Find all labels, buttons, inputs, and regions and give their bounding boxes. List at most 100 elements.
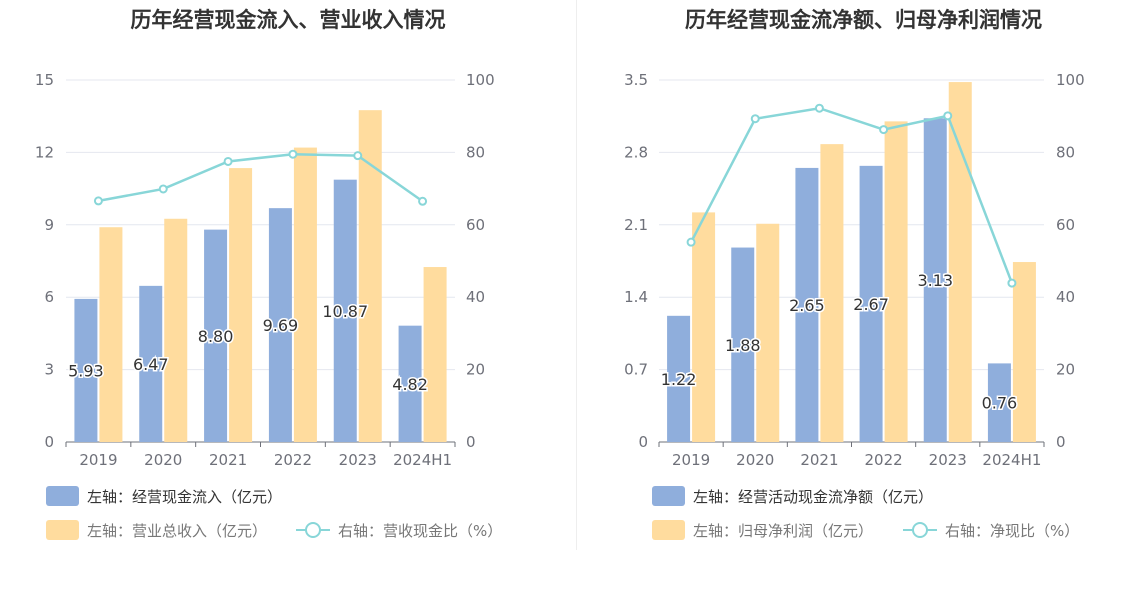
ratio-point <box>288 149 298 159</box>
bar-primary <box>398 325 422 442</box>
chart-title-left: 历年经营现金流入、营业收入情况 <box>130 8 446 32</box>
bar-secondary <box>358 110 382 443</box>
bar-primary <box>139 285 163 442</box>
bar-primary <box>333 179 357 443</box>
bar-secondary <box>948 82 972 442</box>
ratio-point <box>750 114 760 124</box>
bar-data-label: 2.65 <box>789 296 825 315</box>
left-axis-tick-label: 2.1 <box>624 216 648 234</box>
bar-secondary <box>99 227 123 442</box>
left-axis-tick-label: 0 <box>44 433 54 451</box>
right-axis-tick-label: 100 <box>1056 71 1085 89</box>
x-axis-tick-label: 2024H1 <box>982 451 1041 469</box>
legend-label-secondary: 左轴：营业总收入（亿元） <box>87 522 267 540</box>
left-axis-tick-label: 9 <box>44 216 54 234</box>
right-axis-tick-label: 40 <box>1056 288 1075 306</box>
x-axis-tick-label: 2021 <box>800 451 838 469</box>
left-axis-tick-label: 3 <box>44 361 54 379</box>
x-axis-tick-label: 2022 <box>274 451 312 469</box>
right-axis-tick-label: 60 <box>466 216 485 234</box>
bar-primary <box>859 165 883 443</box>
x-axis-tick-label: 2019 <box>79 451 117 469</box>
ratio-point <box>353 151 363 161</box>
right-axis-tick-label: 20 <box>1056 361 1075 379</box>
right-axis-tick-label: 20 <box>466 361 485 379</box>
bar-primary <box>74 298 98 442</box>
bar-primary <box>268 208 292 442</box>
left-axis-tick-label: 1.4 <box>624 288 648 306</box>
ratio-point <box>418 196 428 206</box>
x-axis-tick-label: 2020 <box>736 451 774 469</box>
bar-primary <box>795 167 819 442</box>
left-axis-tick-label: 3.5 <box>624 71 648 89</box>
right-axis-tick-label: 80 <box>466 143 485 161</box>
ratio-point <box>686 237 696 247</box>
bar-primary <box>204 229 228 442</box>
bar-primary <box>731 247 755 442</box>
bar-primary <box>987 363 1011 442</box>
bar-secondary <box>1012 262 1036 442</box>
legend-line-icon-marker <box>305 522 321 538</box>
bar-data-label: 8.80 <box>198 327 234 346</box>
x-axis-tick-label: 2023 <box>339 451 377 469</box>
ratio-line <box>98 152 424 203</box>
legend-label-line: 右轴：营收现金比（%） <box>338 522 502 540</box>
right-axis-tick-label: 0 <box>1056 433 1066 451</box>
bar-secondary <box>820 144 844 442</box>
legend-swatch-secondary <box>46 520 79 540</box>
left-axis-tick-label: 0.7 <box>624 361 648 379</box>
ratio-point <box>223 156 233 166</box>
x-axis-tick-label: 2021 <box>209 451 247 469</box>
left-axis-tick-label: 15 <box>35 71 54 89</box>
bar-data-label: 10.87 <box>322 302 368 321</box>
bar-primary <box>667 315 691 442</box>
x-axis-tick-label: 2020 <box>144 451 182 469</box>
chart-title-right: 历年经营现金流净额、归母净利润情况 <box>685 8 1042 32</box>
legend-label-primary: 左轴：经营现金流入（亿元） <box>87 488 282 506</box>
bar-data-label: 5.93 <box>68 361 104 380</box>
bar-data-label: 0.76 <box>982 394 1018 413</box>
ratio-point <box>93 196 103 206</box>
bar-secondary <box>423 267 447 442</box>
ratio-point <box>943 111 953 121</box>
ratio-point <box>158 184 168 194</box>
bar-data-label: 1.88 <box>725 336 761 355</box>
bar-data-label: 9.69 <box>263 316 299 335</box>
legend-swatch-primary <box>46 486 79 506</box>
legend-label-secondary: 左轴：归母净利润（亿元） <box>693 522 873 540</box>
x-axis-tick-label: 2022 <box>864 451 902 469</box>
ratio-point <box>1007 278 1017 288</box>
x-axis-tick-label: 2024H1 <box>393 451 452 469</box>
bar-data-label: 1.22 <box>661 370 697 389</box>
right-axis-tick-label: 0 <box>466 433 476 451</box>
left-axis-tick-label: 6 <box>44 288 54 306</box>
ratio-point <box>879 125 889 135</box>
bar-data-label: 4.82 <box>392 375 428 394</box>
legend-label-primary: 左轴：经营活动现金流净额（亿元） <box>693 488 933 506</box>
bar-primary <box>923 118 947 443</box>
ratio-line <box>689 106 1014 284</box>
bar-secondary <box>756 223 780 442</box>
x-axis-tick-label: 2019 <box>672 451 710 469</box>
bar-secondary <box>692 212 716 442</box>
right-axis-tick-label: 40 <box>466 288 485 306</box>
right-axis-tick-label: 60 <box>1056 216 1075 234</box>
bar-data-label: 3.13 <box>917 271 953 290</box>
bar-data-label: 6.47 <box>133 355 169 374</box>
x-axis-tick-label: 2023 <box>929 451 967 469</box>
bar-secondary <box>229 168 253 442</box>
right-axis-tick-label: 100 <box>466 71 495 89</box>
legend-swatch-primary <box>652 486 685 506</box>
legend-swatch-secondary <box>652 520 685 540</box>
right-axis-tick-label: 80 <box>1056 143 1075 161</box>
left-axis-tick-label: 2.8 <box>624 143 648 161</box>
panel-divider <box>576 0 577 550</box>
legend-line-icon-marker <box>912 522 928 538</box>
bar-secondary <box>293 147 317 442</box>
bar-data-label: 2.67 <box>853 295 889 314</box>
ratio-point <box>814 103 824 113</box>
bar-secondary <box>164 218 188 442</box>
legend-label-line: 右轴：净现比（%） <box>945 522 1079 540</box>
bar-secondary <box>884 121 908 442</box>
